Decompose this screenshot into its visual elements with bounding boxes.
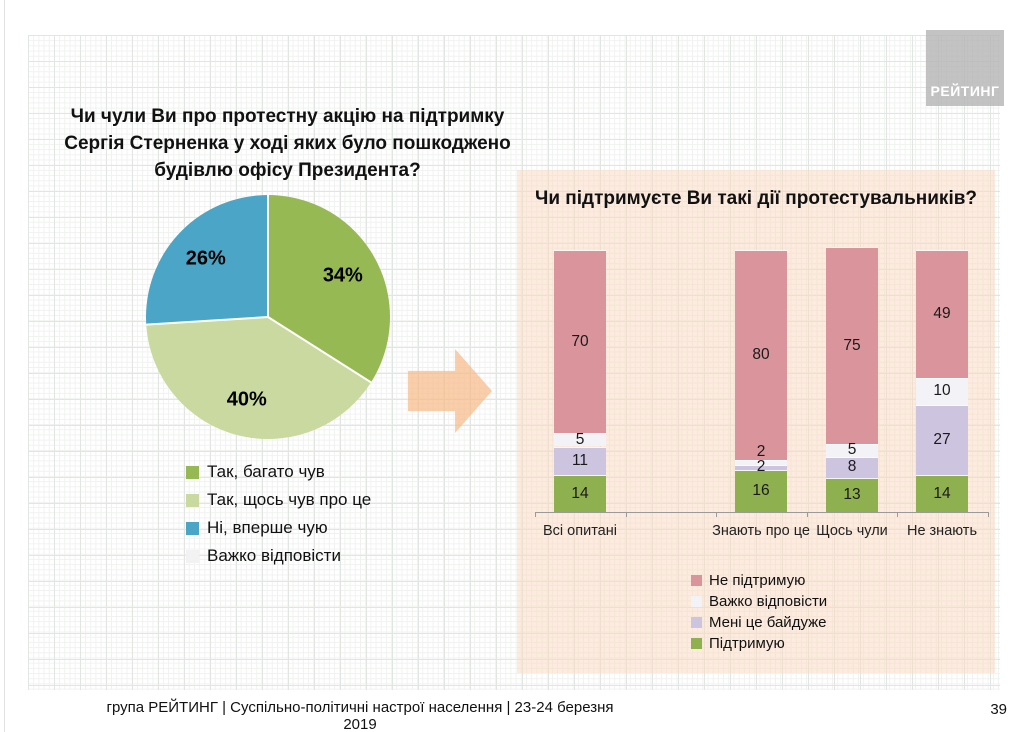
pie-chart-area: 34% 40% 26% <box>146 195 390 439</box>
bar-segment-value: 2 <box>756 443 766 461</box>
pie-slice-separator <box>267 195 269 317</box>
pie-legend: Так, багато чув Так, щось чув про це Ні, в… <box>186 458 371 570</box>
bar-segment <box>826 443 878 457</box>
pie-slice-value: 40% <box>226 388 267 411</box>
bar-legend-swatch <box>691 575 702 586</box>
bar-legend-swatch <box>691 617 702 628</box>
bar-segment <box>916 378 968 405</box>
pie-legend-label: Важко відповісти <box>207 546 341 565</box>
x-axis-tick <box>625 512 627 517</box>
pie-legend-item: Так, багато чув <box>186 458 371 486</box>
bar-segment-value: 80 <box>752 345 770 363</box>
bar-legend-item: Підтримую <box>691 633 827 654</box>
bar-legend-label: Важко відповісти <box>709 593 828 610</box>
bar-segment <box>916 475 968 512</box>
bar-segment <box>554 475 606 512</box>
pie-legend-item: Важко відповісти <box>186 542 371 570</box>
bar-segment-value: 70 <box>571 332 589 350</box>
bar-segment <box>735 464 787 471</box>
bar-segment-value: 49 <box>933 305 951 323</box>
stacked-bar-chart: 14 11 5 70 Всі опитані 16 2 2 80 Знають про це 13 8… <box>517 170 995 673</box>
bar-segment-value: 2 <box>756 458 766 476</box>
bar-segment-value: 27 <box>933 430 951 448</box>
pie-question-title: Чи чули Ви про протестну акцію на підтри… <box>64 106 511 181</box>
x-axis-tick <box>806 512 808 517</box>
bar-segment <box>916 250 968 379</box>
bar-segment <box>735 250 787 460</box>
pie-legend-swatch <box>186 493 199 507</box>
footer-source-line: група РЕЙТИНГ | Суспільно-політичні наст… <box>106 699 614 732</box>
bar-category-label: Знають про це <box>712 523 810 539</box>
bar-segment <box>916 404 968 476</box>
pie-slice-value: 26% <box>185 247 226 270</box>
bar-segment-value: 8 <box>847 458 857 476</box>
bar-legend-item: Важко відповісти <box>691 591 827 612</box>
bar-legend-swatch <box>691 638 702 649</box>
page-number: 39 <box>990 701 1007 718</box>
bar-segment-value: 5 <box>847 441 857 459</box>
bar-segment-value: 11 <box>571 451 589 469</box>
bar-legend-label: Підтримую <box>709 635 785 652</box>
bar-legend-label: Не підтримую <box>709 572 806 589</box>
pie-legend-label: Ні, вперше чую <box>207 518 328 537</box>
page-edge-line <box>4 0 5 732</box>
pie-legend-item: Ні, вперше чую <box>186 514 371 542</box>
bar-segment-value: 10 <box>933 382 951 400</box>
x-axis-tick <box>716 512 718 517</box>
bar-segment <box>554 433 606 447</box>
bar-category-label: Всі опитані <box>543 523 617 539</box>
bar-segment <box>826 456 878 478</box>
bar-segment-value: 14 <box>571 484 589 502</box>
x-axis-tick <box>535 512 536 517</box>
pie-legend-swatch <box>186 521 199 535</box>
bar-category-label: Щось чули <box>816 523 888 539</box>
pie-legend-item: Так, щось чув про це <box>186 486 371 514</box>
bar-segment-value: 14 <box>933 484 951 502</box>
bar-legend-item: Мені це байдуже <box>691 612 827 633</box>
pie-legend-swatch <box>186 549 199 563</box>
rating-logo-text: РЕЙТИНГ <box>930 83 1000 99</box>
bar-category-label: Не знають <box>906 523 978 539</box>
bar-segment <box>554 250 606 434</box>
bar-segment-value: 5 <box>575 430 585 448</box>
bar-segment <box>826 247 878 444</box>
bar-segment-value: 75 <box>843 336 861 354</box>
pie-legend-label: Так, щось чув про це <box>207 490 372 509</box>
bar-legend-label: Мені це байдуже <box>709 614 827 631</box>
bar-segment <box>735 459 787 465</box>
bar-chart-panel: Чи підтримуєте Ви такі дії протестувальн… <box>517 170 995 673</box>
bar-legend-item: Не підтримую <box>691 570 827 591</box>
x-axis-tick <box>988 512 989 517</box>
pie-legend-label: Так, багато чув <box>207 462 325 481</box>
x-axis-tick <box>897 512 899 517</box>
bar-segment-value: 16 <box>752 482 770 500</box>
bar-question-title: Чи підтримуєте Ви такі дії протестувальн… <box>534 188 978 209</box>
pie-legend-swatch <box>186 465 199 479</box>
bar-segment <box>826 477 878 512</box>
bar-segment <box>554 446 606 476</box>
pie-slice-value: 34% <box>322 264 363 287</box>
bar-legend-swatch <box>691 596 702 607</box>
bar-legend: Не підтримую Важко відповісти Мені це байд… <box>691 570 827 654</box>
bar-segment-value: 13 <box>843 485 861 503</box>
bar-segment <box>735 470 787 512</box>
x-axis-line <box>535 512 988 513</box>
rating-logo: РЕЙТИНГ <box>926 30 1004 106</box>
